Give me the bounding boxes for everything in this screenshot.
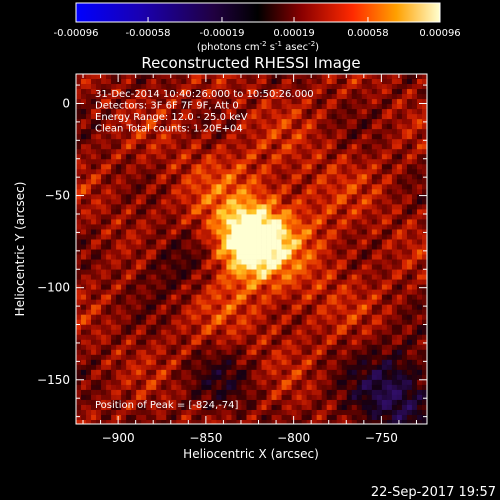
plot-frame [75,73,428,425]
y-tick-label: −150 [37,373,70,387]
y-tick-label: −50 [45,189,70,203]
y-tick-label: −100 [37,281,70,295]
colorbar-tick-label: -0.00058 [126,28,171,39]
colorbar-tick-label: 0.00058 [347,28,388,39]
x-tick-label: −850 [189,431,222,445]
y-axis-label: Heliocentric Y (arcsec) [13,182,27,317]
colorbar-tick-label: -0.00019 [199,28,244,39]
colorbar-tick-label: 0.00019 [273,28,314,39]
colorbar-ticks: -0.00096 -0.00058 -0.00019 0.00019 0.00058 0.… [54,17,461,39]
colorbar-units: (photons cm-2 s-1 asec-2) [197,40,319,53]
x-tick-label: −800 [277,431,310,445]
peak-position-label: Position of Peak = [-824,-74] [95,400,239,411]
footer-timestamp: 22-Sep-2017 19:57 [371,485,496,500]
colorbar [75,2,441,23]
colorbar-tick-label: -0.00096 [54,28,99,39]
chart-title: Reconstructed RHESSI Image [141,54,360,72]
y-axis: 0 −50 −100 −150 [37,84,427,418]
x-axis-label: Heliocentric X (arcsec) [183,447,319,461]
heatmap-image [76,74,427,424]
colorbar-tick-label: 0.00096 [419,28,460,39]
annotation-line: Detectors: 3F 6F 7F 9F, Att 0 [95,101,239,112]
x-tick-label: −900 [102,431,135,445]
x-axis: −900 −850 −800 −750 [82,74,417,445]
annotation-block: 31-Dec-2014 10:40:26.000 to 10:50:26.000… [95,89,314,135]
annotation-line: 31-Dec-2014 10:40:26.000 to 10:50:26.000 [95,89,314,100]
y-tick-label: 0 [62,96,70,110]
annotation-line: Energy Range: 12.0 - 25.0 keV [95,112,248,123]
x-tick-label: −750 [365,431,398,445]
annotation-line: Clean Total counts: 1.20E+04 [95,124,243,135]
